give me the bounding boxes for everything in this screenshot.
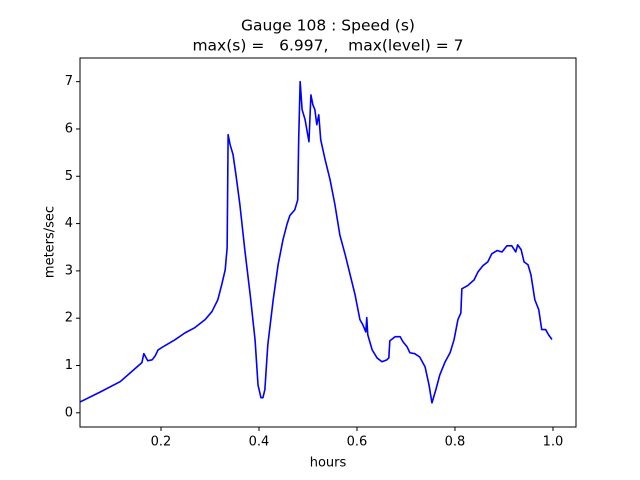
- plot-frame: [79, 57, 577, 428]
- x-tick-label: 1.0: [543, 435, 564, 450]
- x-tick-label: 0.2: [151, 435, 172, 450]
- y-tick-label: 4: [65, 216, 73, 231]
- y-tick-label: 0: [65, 405, 73, 420]
- line-series: [79, 80, 553, 404]
- x-axis-label: hours: [310, 456, 347, 471]
- chart-title: Gauge 108 : Speed (s): [241, 17, 415, 35]
- x-tick-label: 0.4: [249, 435, 270, 450]
- y-tick-label: 6: [65, 121, 73, 136]
- y-tick-label: 3: [65, 263, 73, 278]
- y-tick-label: 7: [65, 74, 73, 89]
- x-tick-label: 0.8: [445, 435, 466, 450]
- y-tick-label: 1: [65, 358, 73, 373]
- chart-subtitle: max(s) = 6.997, max(level) = 7: [192, 37, 463, 55]
- y-tick-label: 2: [65, 311, 73, 326]
- y-tick-label: 5: [65, 169, 73, 184]
- x-tick-label: 0.6: [347, 435, 368, 450]
- y-axis-label: meters/sec: [43, 206, 58, 278]
